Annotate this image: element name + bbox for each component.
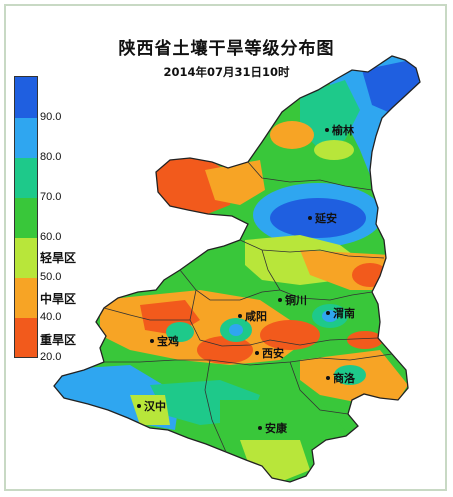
legend-swatch-80 bbox=[14, 118, 38, 158]
legend-class-medium: 中旱区 bbox=[40, 292, 77, 306]
city-label-yanan: 延安 bbox=[314, 211, 337, 225]
legend-tick-70: 70.0 bbox=[40, 191, 62, 203]
city-xianyang: 咸阳 bbox=[238, 309, 267, 323]
legend-tick-80: 80.0 bbox=[40, 151, 62, 163]
legend-swatch-70 bbox=[14, 158, 38, 198]
city-label-yulin: 榆林 bbox=[332, 123, 354, 137]
legend-colorbar bbox=[14, 76, 38, 358]
legend-swatch-60 bbox=[14, 198, 38, 238]
legend-swatch-90 bbox=[14, 76, 38, 118]
legend-class-severe: 重旱区 bbox=[40, 333, 77, 347]
legend-swatch-50 bbox=[14, 238, 38, 278]
city-label-ankang: 安康 bbox=[265, 421, 288, 435]
legend-class-light: 轻旱区 bbox=[40, 251, 77, 265]
city-label-weinan: 渭南 bbox=[333, 306, 355, 320]
legend-tick-20: 20.0 bbox=[40, 351, 62, 363]
city-label-tongchuan: 铜川 bbox=[284, 293, 307, 307]
city-tongchuan: 铜川 bbox=[278, 293, 307, 307]
city-yanan: 延安 bbox=[308, 211, 337, 225]
city-label-xian: 西安 bbox=[262, 346, 284, 360]
city-label-shangluo: 商洛 bbox=[333, 371, 356, 385]
map-title: 陕西省土壤干旱等级分布图 bbox=[118, 39, 335, 59]
legend-swatch-40 bbox=[14, 278, 38, 318]
legend-tick-40: 40.0 bbox=[40, 311, 62, 323]
city-weinan: 渭南 bbox=[326, 306, 355, 320]
city-label-xianyang: 咸阳 bbox=[245, 309, 267, 323]
map-subtitle: 2014年07月31日10时 bbox=[163, 65, 290, 79]
city-yulin: 榆林 bbox=[325, 123, 354, 137]
city-hanzhong: 汉中 bbox=[137, 399, 166, 413]
city-ankang: 安康 bbox=[258, 421, 288, 435]
city-label-hanzhong: 汉中 bbox=[144, 399, 166, 413]
province-border bbox=[53, 55, 421, 483]
city-xian: 西安 bbox=[255, 346, 284, 360]
city-shangluo: 商洛 bbox=[326, 371, 356, 385]
legend-tick-50: 50.0 bbox=[40, 271, 62, 283]
city-boundaries bbox=[103, 161, 393, 453]
legend-tick-90: 90.0 bbox=[40, 111, 62, 123]
legend-tick-60: 60.0 bbox=[40, 231, 62, 243]
legend-swatch-20 bbox=[14, 318, 38, 358]
city-label-baoji: 宝鸡 bbox=[157, 334, 179, 348]
city-baoji: 宝鸡 bbox=[150, 334, 179, 348]
